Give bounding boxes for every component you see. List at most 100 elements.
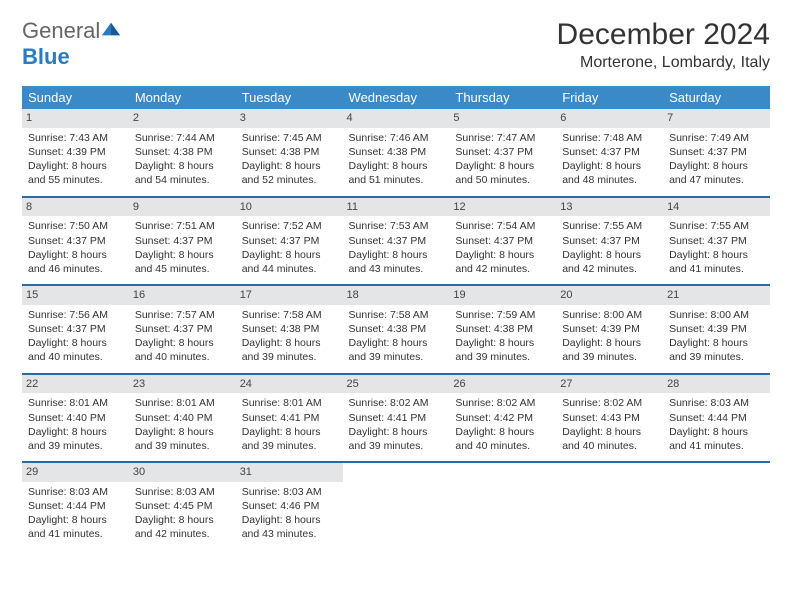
calendar-day-cell: 14Sunrise: 7:55 AMSunset: 4:37 PMDayligh… (663, 197, 770, 286)
day-number: 12 (449, 198, 556, 217)
day-header: Sunday (22, 86, 129, 109)
sunrise-text: Sunrise: 8:02 AM (562, 396, 657, 410)
calendar-day-cell: . (663, 462, 770, 550)
daylight-text: and 39 minutes. (455, 350, 550, 364)
daylight-text: Daylight: 8 hours (135, 159, 230, 173)
day-number: 8 (22, 198, 129, 217)
title-block: December 2024 Morterone, Lombardy, Italy (557, 18, 770, 72)
daylight-text: and 39 minutes. (28, 439, 123, 453)
calendar-week-row: 1Sunrise: 7:43 AMSunset: 4:39 PMDaylight… (22, 109, 770, 197)
day-number: 11 (343, 198, 450, 217)
daylight-text: Daylight: 8 hours (669, 336, 764, 350)
sunset-text: Sunset: 4:38 PM (135, 145, 230, 159)
daylight-text: and 39 minutes. (349, 439, 444, 453)
sunrise-text: Sunrise: 8:00 AM (562, 308, 657, 322)
daylight-text: Daylight: 8 hours (455, 159, 550, 173)
day-header: Tuesday (236, 86, 343, 109)
calendar-day-cell: 16Sunrise: 7:57 AMSunset: 4:37 PMDayligh… (129, 285, 236, 374)
calendar-week-row: 8Sunrise: 7:50 AMSunset: 4:37 PMDaylight… (22, 197, 770, 286)
daylight-text: and 48 minutes. (562, 173, 657, 187)
header: General Blue December 2024 Morterone, Lo… (22, 18, 770, 72)
calendar-day-cell: 3 Sunrise: 7:45 AMSunset: 4:38 PMDaylight… (236, 109, 343, 197)
day-number: 18 (343, 286, 450, 305)
sunset-text: Sunset: 4:42 PM (455, 411, 550, 425)
sunrise-text: Sunrise: 8:02 AM (349, 396, 444, 410)
sunset-text: Sunset: 4:37 PM (135, 322, 230, 336)
daylight-text: and 47 minutes. (669, 173, 764, 187)
calendar-day-cell: 11Sunrise: 7:53 AMSunset: 4:37 PMDayligh… (343, 197, 450, 286)
sunset-text: Sunset: 4:38 PM (242, 145, 337, 159)
calendar-day-cell: 20Sunrise: 8:00 AMSunset: 4:39 PMDayligh… (556, 285, 663, 374)
sunrise-text: Sunrise: 8:03 AM (135, 485, 230, 499)
daylight-text: and 52 minutes. (242, 173, 337, 187)
daylight-text: Daylight: 8 hours (28, 425, 123, 439)
daylight-text: and 43 minutes. (349, 262, 444, 276)
day-number: 16 (129, 286, 236, 305)
calendar-day-cell: 7Sunrise: 7:49 AMSunset: 4:37 PMDaylight… (663, 109, 770, 197)
sunset-text: Sunset: 4:39 PM (669, 322, 764, 336)
daylight-text: and 40 minutes. (28, 350, 123, 364)
day-number: 26 (449, 375, 556, 394)
day-number: 31 (236, 463, 343, 482)
daylight-text: and 54 minutes. (135, 173, 230, 187)
daylight-text: and 40 minutes. (455, 439, 550, 453)
sunset-text: Sunset: 4:46 PM (242, 499, 337, 513)
day-number: 3 (236, 109, 343, 128)
daylight-text: and 51 minutes. (349, 173, 444, 187)
day-number: 10 (236, 198, 343, 217)
sunset-text: Sunset: 4:41 PM (349, 411, 444, 425)
sunset-text: Sunset: 4:40 PM (135, 411, 230, 425)
calendar-day-cell: 15Sunrise: 7:56 AMSunset: 4:37 PMDayligh… (22, 285, 129, 374)
calendar-day-cell: 1Sunrise: 7:43 AMSunset: 4:39 PMDaylight… (22, 109, 129, 197)
sunset-text: Sunset: 4:39 PM (28, 145, 123, 159)
day-header-row: Sunday Monday Tuesday Wednesday Thursday… (22, 86, 770, 109)
calendar-day-cell: . (556, 462, 663, 550)
calendar-day-cell: 25Sunrise: 8:02 AMSunset: 4:41 PMDayligh… (343, 374, 450, 463)
calendar-day-cell: 6Sunrise: 7:48 AMSunset: 4:37 PMDaylight… (556, 109, 663, 197)
daylight-text: and 42 minutes. (455, 262, 550, 276)
sunrise-text: Sunrise: 7:54 AM (455, 219, 550, 233)
sunset-text: Sunset: 4:39 PM (562, 322, 657, 336)
day-number: 9 (129, 198, 236, 217)
sunrise-text: Sunrise: 7:58 AM (242, 308, 337, 322)
daylight-text: and 45 minutes. (135, 262, 230, 276)
day-number: 6 (556, 109, 663, 128)
daylight-text: and 50 minutes. (455, 173, 550, 187)
day-number: 17 (236, 286, 343, 305)
daylight-text: Daylight: 8 hours (242, 159, 337, 173)
sunrise-text: Sunrise: 7:55 AM (562, 219, 657, 233)
sunrise-text: Sunrise: 7:56 AM (28, 308, 123, 322)
calendar-day-cell: 30Sunrise: 8:03 AMSunset: 4:45 PMDayligh… (129, 462, 236, 550)
sunrise-text: Sunrise: 8:01 AM (28, 396, 123, 410)
day-header: Monday (129, 86, 236, 109)
daylight-text: and 41 minutes. (669, 439, 764, 453)
day-number: 29 (22, 463, 129, 482)
daylight-text: and 39 minutes. (669, 350, 764, 364)
page-title: December 2024 (557, 18, 770, 52)
daylight-text: and 41 minutes. (28, 527, 123, 541)
sunrise-text: Sunrise: 7:47 AM (455, 131, 550, 145)
sunrise-text: Sunrise: 7:58 AM (349, 308, 444, 322)
daylight-text: Daylight: 8 hours (349, 425, 444, 439)
daylight-text: Daylight: 8 hours (242, 336, 337, 350)
daylight-text: Daylight: 8 hours (28, 336, 123, 350)
sunrise-text: Sunrise: 7:45 AM (242, 131, 337, 145)
sunset-text: Sunset: 4:38 PM (349, 322, 444, 336)
calendar-day-cell: 29Sunrise: 8:03 AMSunset: 4:44 PMDayligh… (22, 462, 129, 550)
sunrise-text: Sunrise: 8:03 AM (669, 396, 764, 410)
sunset-text: Sunset: 4:37 PM (669, 145, 764, 159)
day-number: 14 (663, 198, 770, 217)
day-number: 21 (663, 286, 770, 305)
day-header: Friday (556, 86, 663, 109)
calendar-day-cell: 2Sunrise: 7:44 AMSunset: 4:38 PMDaylight… (129, 109, 236, 197)
calendar-day-cell: 9Sunrise: 7:51 AMSunset: 4:37 PMDaylight… (129, 197, 236, 286)
day-header: Saturday (663, 86, 770, 109)
day-number: 23 (129, 375, 236, 394)
sunrise-text: Sunrise: 7:55 AM (669, 219, 764, 233)
daylight-text: Daylight: 8 hours (349, 336, 444, 350)
brand-part2: Blue (22, 44, 70, 69)
sunrise-text: Sunrise: 7:57 AM (135, 308, 230, 322)
calendar-day-cell: . (343, 462, 450, 550)
calendar-day-cell: 4Sunrise: 7:46 AMSunset: 4:38 PMDaylight… (343, 109, 450, 197)
daylight-text: Daylight: 8 hours (669, 159, 764, 173)
